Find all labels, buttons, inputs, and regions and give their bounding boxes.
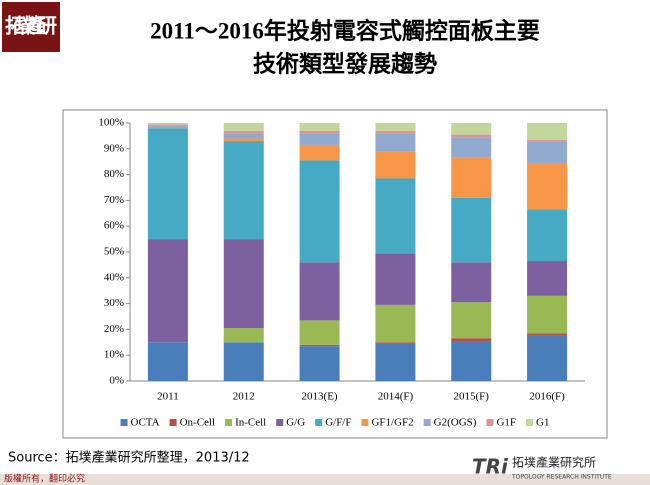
x-tick-label: 2014(F): [378, 391, 414, 403]
bar-segment: [451, 338, 492, 342]
source: Source：拓墣產業研究所整理，2013/12: [8, 450, 250, 466]
legend-swatch: [486, 419, 494, 426]
bar-segment: [375, 304, 416, 343]
legend-swatch: [225, 419, 233, 426]
brand-name: 拓墣產業研究所: [512, 455, 596, 470]
bar-segment: [375, 123, 416, 131]
bar-segment: [147, 342, 188, 381]
bar-segment: [223, 239, 264, 329]
brand-name-en: TOPOLOGY RESEARCH INSTITUTE: [511, 474, 612, 481]
bar-segment: [451, 341, 492, 381]
bar-segment: [223, 130, 264, 134]
legend-label: OCTA: [131, 417, 160, 429]
bar-segment: [299, 160, 340, 263]
x-tick-label: 2013(E): [302, 391, 338, 403]
y-tick-label: 50%: [104, 246, 124, 258]
bar-segment: [527, 209, 568, 262]
legend-label: G1F: [496, 417, 516, 429]
logo: 拓墣產研: [5, 14, 57, 38]
bar-segment: [223, 328, 264, 343]
bar-segment: [147, 126, 188, 129]
bar-segment: [299, 130, 340, 134]
y-tick-label: 60%: [104, 220, 124, 232]
bar-segment: [375, 151, 416, 179]
footer-bar: [0, 474, 650, 485]
y-tick-label: 80%: [104, 168, 124, 180]
bar-segment: [527, 162, 568, 210]
bar-segment: [147, 123, 188, 125]
bar-segment: [299, 262, 340, 321]
bar-segment: [451, 137, 492, 158]
bar-segment: [527, 261, 568, 296]
legend-swatch: [315, 419, 323, 426]
y-tick-label: 0%: [109, 375, 124, 387]
y-tick-label: 20%: [104, 323, 124, 335]
bar-segment: [375, 178, 416, 254]
y-tick-label: 30%: [104, 297, 124, 309]
legend-label: GF1/GF2: [371, 417, 413, 429]
legend-label: In-Cell: [235, 417, 266, 429]
bar-segment: [223, 133, 264, 139]
bar-segment: [299, 144, 340, 161]
bar-segment: [223, 342, 264, 381]
bar-segment: [223, 138, 264, 142]
bar-segment: [451, 262, 492, 303]
bar-segment: [375, 133, 416, 152]
legend-swatch: [526, 419, 534, 426]
x-tick-label: 2016(F): [529, 391, 565, 403]
bar-segment: [451, 302, 492, 339]
logo-box: [2, 2, 60, 52]
legend-label: On-Cell: [180, 417, 215, 429]
bar-segment: [375, 343, 416, 381]
copyright: 版權所有，翻印必究: [4, 473, 85, 485]
x-tick-label: 2011: [157, 391, 179, 403]
bar-segment: [375, 342, 416, 344]
bar-segment: [299, 320, 340, 345]
bar-segment: [147, 125, 188, 127]
legend-swatch: [361, 419, 369, 426]
bar-segment: [527, 295, 568, 334]
bar-segment: [451, 134, 492, 138]
bar-segment: [527, 333, 568, 336]
bar-segment: [527, 123, 568, 140]
x-tick-label: 2015(F): [454, 391, 490, 403]
y-tick-label: 90%: [104, 142, 124, 154]
bar-segment: [451, 157, 492, 198]
y-tick-label: 40%: [104, 271, 124, 283]
y-tick-label: 10%: [104, 349, 124, 361]
bar-segment: [299, 344, 340, 347]
y-tick-label: 70%: [104, 194, 124, 206]
bar-segment: [527, 335, 568, 381]
brand-mark: TRi: [472, 455, 509, 479]
bar-segment: [147, 239, 188, 343]
bar-segment: [223, 123, 264, 131]
bar-segment: [375, 253, 416, 305]
bar-segment: [299, 123, 340, 131]
chart-frame: [62, 109, 608, 439]
x-tick-label: 2012: [233, 391, 255, 403]
legend-swatch: [169, 419, 177, 426]
bar-segment: [299, 133, 340, 145]
legend-label: G2(OGS): [434, 417, 477, 429]
legend-label: G/G: [286, 417, 305, 429]
legend-swatch: [276, 419, 284, 426]
y-tick-label: 100%: [98, 117, 124, 129]
bar-segment: [451, 197, 492, 263]
bar-segment: [375, 130, 416, 134]
legend-label: G/F/F: [325, 417, 351, 429]
legend-swatch: [120, 419, 128, 426]
bar-segment: [451, 123, 492, 135]
bar-segment: [147, 124, 188, 126]
chart-title: 技術類型發展趨勢: [253, 50, 437, 76]
chart-title: 2011～2016年投射電容式觸控面板主要: [150, 17, 540, 43]
bar-segment: [299, 346, 340, 381]
bar-segment: [223, 141, 264, 240]
legend-swatch: [423, 419, 431, 426]
bar-segment: [527, 139, 568, 142]
bar-segment: [527, 141, 568, 163]
legend-label: G1: [536, 417, 549, 429]
bar-segment: [147, 128, 188, 240]
